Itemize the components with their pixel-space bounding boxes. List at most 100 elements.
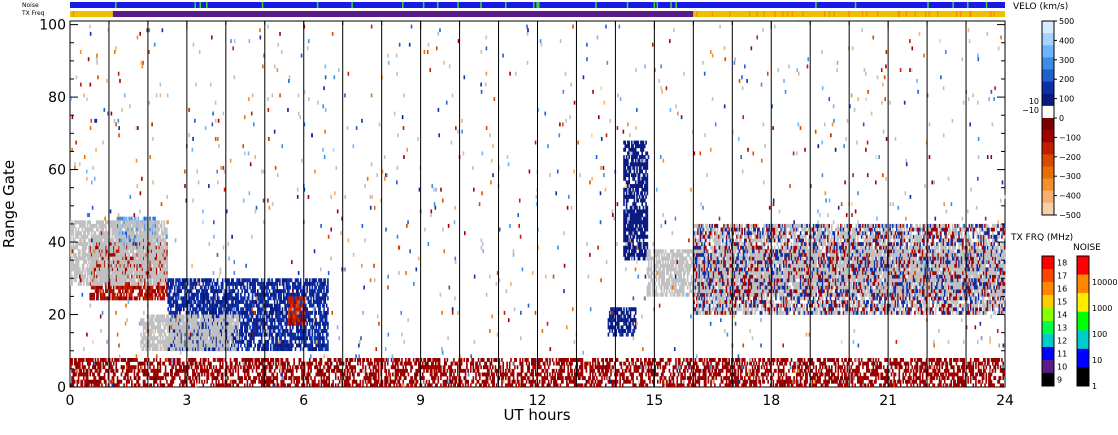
data-cell [632,372,634,377]
data-cell [559,358,562,362]
data-cell [869,379,872,384]
data-cell [485,372,488,377]
data-cell [642,368,645,373]
data-cell [75,227,77,232]
data-cell [482,358,485,362]
data-cell [994,358,997,362]
data-cell [718,372,720,377]
data-cell [119,274,121,279]
data-cell [163,292,166,297]
data-cell [780,361,782,366]
data-cell [797,383,799,388]
data-cell [827,372,829,377]
data-cell [249,383,251,388]
data-cell [81,278,84,283]
data-cell [303,365,306,370]
data-cell [697,368,699,373]
data-cell [138,376,141,381]
data-cell [829,368,832,373]
data-cell [880,376,882,381]
data-cell [133,256,136,261]
data-cell [192,358,194,362]
data-cell [636,376,638,381]
noise-strip-tick [675,2,677,8]
data-cell [229,368,232,373]
data-cell [469,365,472,370]
data-cell [129,285,132,290]
data-cell [144,245,146,250]
data-cell [754,365,756,370]
data-cell [86,372,89,377]
data-cell [212,376,215,381]
data-cell [162,252,164,257]
data-cell [86,242,89,246]
data-cell [81,227,84,232]
data-cell [153,372,155,377]
data-cell [516,372,519,377]
data-cell [706,361,708,366]
data-cell [103,372,106,377]
data-cell [538,358,541,362]
data-cell [421,365,424,370]
data-cell [566,379,568,384]
data-cell [469,368,472,373]
data-cell [125,296,128,301]
data-cell [397,361,399,366]
data-cell [79,271,81,275]
data-cell [150,383,153,388]
data-cell [815,368,818,373]
data-cell [151,220,154,225]
data-cell [398,358,401,362]
data-cell [676,383,679,388]
data-cell [601,376,603,381]
data-cell [92,252,94,257]
data-cell [125,234,128,239]
data-cell [244,368,246,373]
data-cell [155,234,158,239]
data-cell [899,361,902,366]
data-cell [149,281,151,286]
data-cell [159,260,162,265]
data-cell [203,368,206,373]
data-cell [571,358,573,362]
data-cell [151,271,154,275]
data-cell [597,383,599,388]
data-cell [105,238,107,243]
data-cell [956,376,959,381]
data-cell [82,223,85,228]
data-cell [144,227,146,232]
data-cell [321,368,324,373]
data-cell [488,383,490,388]
data-cell [114,292,116,297]
data-cell [958,368,960,373]
data-cell [89,227,92,232]
data-cell [647,361,650,366]
data-cell [136,252,138,257]
data-cell [984,361,986,366]
data-cell [450,379,453,384]
data-cell [806,365,808,370]
data-cell [376,383,379,388]
data-cell [963,358,966,362]
data-cell [71,220,73,225]
data-cell [129,242,132,246]
data-cell [110,278,112,283]
data-cell [214,376,216,381]
data-cell [257,358,259,362]
data-cell [716,372,719,377]
data-cell [594,372,597,377]
data-cell [151,267,154,272]
data-cell [415,379,418,384]
data-cell [884,358,886,362]
txfreq-tick [848,11,850,17]
data-cell [788,379,790,384]
data-cell [123,263,125,268]
data-cell [625,368,628,373]
data-cell [140,256,142,261]
data-cell [111,223,114,228]
data-cell [728,383,730,388]
data-cell [788,376,790,381]
data-cell [728,379,730,384]
data-cell [121,245,124,250]
data-cell [121,278,124,283]
